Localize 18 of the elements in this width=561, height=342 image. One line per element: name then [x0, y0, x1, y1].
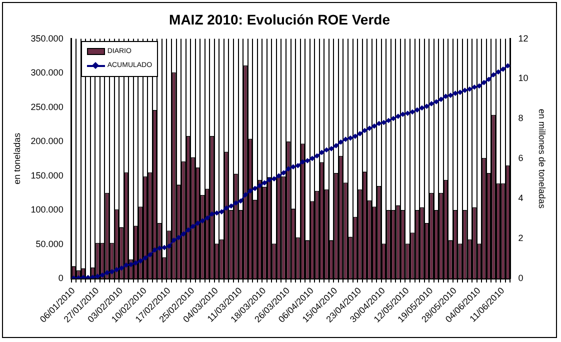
- y-tick-label: 0: [58, 272, 64, 283]
- y-tick-label: 50.000: [36, 238, 64, 249]
- y2-tick-label: 4: [518, 193, 524, 204]
- y-tick-label: 350.000: [30, 33, 64, 44]
- y2-tick-label: 12: [518, 33, 528, 44]
- y2-axis-title: en millones de toneladas: [537, 108, 548, 209]
- y-tick-label: 300.000: [30, 68, 64, 78]
- y2-tick-label: 2: [518, 233, 524, 244]
- chart-title: MAIZ 2010: Evolución ROE Verde: [169, 11, 390, 28]
- y2-tick-label: 6: [518, 153, 524, 164]
- y-tick-label: 250.000: [30, 102, 64, 112]
- y2-tick-label: 8: [518, 113, 524, 124]
- y2-tick-label: 10: [518, 73, 528, 84]
- y-tick-label: 200.000: [30, 136, 64, 146]
- y2-tick-label: 0: [518, 272, 524, 283]
- y-tick-label: 100.000: [30, 204, 64, 215]
- y-axis-title: en toneladas: [12, 132, 22, 184]
- y-tick-label: 150.000: [30, 170, 64, 180]
